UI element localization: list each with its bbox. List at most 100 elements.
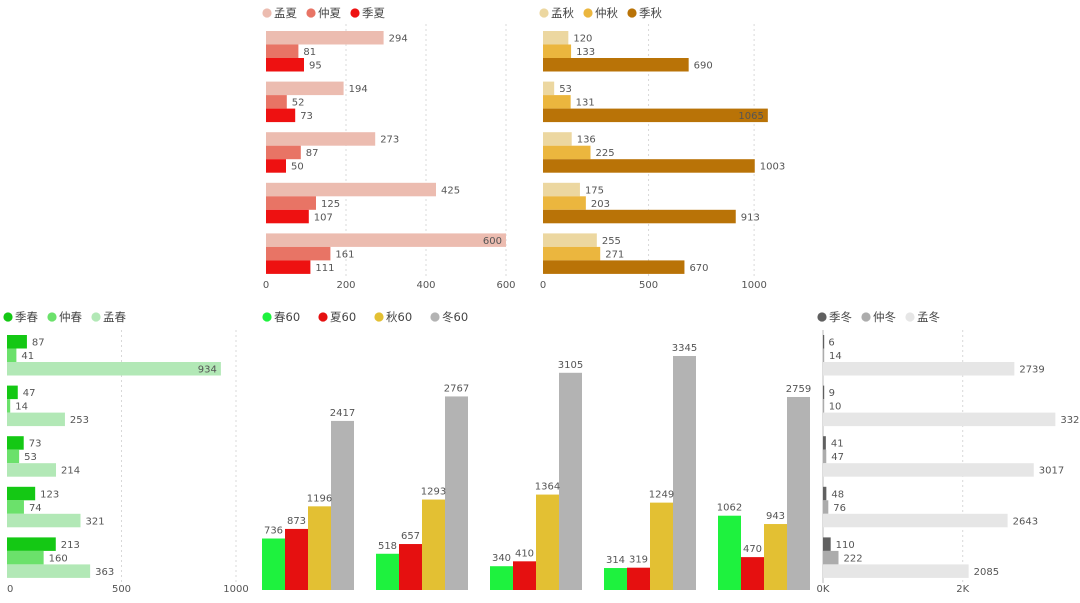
spring-data-label-2-0: 934 bbox=[198, 365, 217, 376]
summer-x-tick-label-2: 400 bbox=[416, 280, 435, 291]
seasons60-data-label-2-1: 1293 bbox=[421, 487, 446, 498]
winter-data-label-2-0: 2739 bbox=[1019, 365, 1044, 376]
autumn-data-label-0-3: 175 bbox=[585, 185, 604, 196]
spring-data-label-0-0: 87 bbox=[32, 338, 45, 349]
spring-bar-1-4 bbox=[7, 550, 44, 565]
spring-bar-2-3 bbox=[7, 513, 81, 528]
autumn-bar-2-4 bbox=[543, 260, 685, 274]
seasons60-bar-0-3 bbox=[604, 568, 627, 590]
summer-bar-0-2 bbox=[266, 132, 376, 146]
summer-data-label-2-4: 111 bbox=[315, 263, 334, 274]
winter-data-label-2-1: 3326 bbox=[1060, 415, 1080, 426]
summer-legend-label-2: 季夏 bbox=[362, 6, 385, 20]
summer-data-label-0-0: 294 bbox=[389, 34, 408, 45]
autumn-legend-marker-0 bbox=[539, 8, 549, 18]
spring-x-tick-label-1: 500 bbox=[112, 584, 131, 595]
summer-bar-1-0 bbox=[266, 44, 299, 58]
winter-legend-marker-1 bbox=[861, 312, 871, 322]
summer-data-label-2-0: 95 bbox=[309, 61, 322, 72]
summer-legend-label-1: 仲夏 bbox=[318, 6, 341, 20]
seasons60-data-label-3-4: 2759 bbox=[786, 384, 811, 395]
autumn-data-label-0-1: 53 bbox=[559, 84, 572, 95]
summer-data-label-0-4: 600 bbox=[483, 236, 502, 247]
seasons60-data-label-2-0: 1196 bbox=[307, 493, 332, 504]
winter-data-label-1-3: 76 bbox=[833, 503, 846, 514]
summer-chart bbox=[266, 24, 507, 278]
winter-data-label-1-0: 14 bbox=[829, 351, 842, 362]
seasons60-bar-0-1 bbox=[376, 553, 399, 590]
winter-bar-0-3 bbox=[823, 486, 827, 501]
spring-data-label-1-1: 14 bbox=[15, 402, 28, 413]
summer-legend-marker-0 bbox=[262, 8, 272, 18]
autumn-data-label-0-0: 120 bbox=[573, 34, 592, 45]
spring-data-label-2-1: 253 bbox=[70, 415, 89, 426]
spring-data-label-0-2: 73 bbox=[29, 439, 42, 450]
winter-data-label-2-2: 3017 bbox=[1039, 466, 1064, 477]
seasons60-data-label-1-3: 319 bbox=[629, 555, 648, 566]
summer-data-label-0-3: 425 bbox=[441, 185, 460, 196]
spring-data-label-2-4: 363 bbox=[95, 567, 114, 578]
autumn-data-label-2-3: 913 bbox=[741, 212, 760, 223]
summer-data-label-2-1: 73 bbox=[300, 111, 313, 122]
summer-data-label-0-2: 273 bbox=[380, 135, 399, 146]
autumn-data-label-1-1: 131 bbox=[576, 98, 595, 109]
winter-bar-1-3 bbox=[823, 500, 829, 514]
spring-bar-0-3 bbox=[7, 486, 36, 501]
seasons60-bar-2-2 bbox=[536, 494, 559, 590]
spring-legend-label-0: 季春 bbox=[15, 310, 38, 324]
winter-bar-1-2 bbox=[823, 449, 827, 464]
seasons60-data-label-1-1: 657 bbox=[401, 531, 420, 542]
autumn-x-tick-label-1: 500 bbox=[639, 280, 658, 291]
summer-x-tick-label-1: 200 bbox=[336, 280, 355, 291]
autumn-legend-label-2: 季秋 bbox=[639, 6, 662, 20]
winter-bar-0-0 bbox=[823, 335, 825, 349]
seasons60-data-label-0-2: 340 bbox=[492, 553, 511, 564]
winter-legend-label-1: 仲冬 bbox=[873, 310, 896, 324]
seasons60-legend-marker-2 bbox=[374, 312, 384, 322]
winter-data-label-2-4: 2085 bbox=[974, 567, 999, 578]
autumn-bar-0-0 bbox=[543, 31, 569, 45]
autumn-data-label-2-1: 1065 bbox=[738, 111, 763, 122]
winter-bar-1-4 bbox=[823, 550, 839, 565]
summer-data-label-2-2: 50 bbox=[291, 162, 304, 173]
winter-bar-0-4 bbox=[823, 537, 831, 551]
winter-bar-2-2 bbox=[823, 463, 1034, 477]
winter-bar-0-2 bbox=[823, 436, 826, 450]
autumn-legend-label-0: 孟秋 bbox=[551, 6, 574, 20]
summer-bar-2-3 bbox=[266, 209, 309, 224]
summer-bar-2-2 bbox=[266, 159, 286, 173]
seasons60-data-label-1-4: 470 bbox=[743, 544, 762, 555]
summer-legend-label-0: 孟夏 bbox=[274, 6, 297, 20]
spring-legend-label-1: 仲春 bbox=[59, 310, 82, 324]
spring-bar-1-0 bbox=[7, 348, 17, 362]
seasons60-bar-1-2 bbox=[513, 561, 536, 590]
seasons60-bar-2-4 bbox=[764, 524, 787, 590]
seasons60-data-label-2-3: 1249 bbox=[649, 490, 674, 501]
autumn-bar-0-4 bbox=[543, 233, 597, 247]
seasons60-legend-label-1: 夏60 bbox=[330, 310, 356, 324]
seasons60-data-label-3-3: 3345 bbox=[672, 343, 697, 354]
spring-bar-0-2 bbox=[7, 436, 24, 450]
autumn-data-label-2-2: 1003 bbox=[760, 162, 785, 173]
winter-legend-label-0: 季冬 bbox=[829, 310, 852, 324]
spring-bar-1-3 bbox=[7, 500, 24, 514]
autumn-data-label-0-2: 136 bbox=[577, 135, 596, 146]
winter-data-label-1-4: 222 bbox=[844, 553, 863, 564]
seasons60-data-label-0-3: 314 bbox=[606, 555, 625, 566]
spring-legend-label-2: 孟春 bbox=[103, 310, 126, 324]
summer-x-tick-label-0: 0 bbox=[263, 280, 269, 291]
summer-bar-0-0 bbox=[266, 31, 384, 45]
seasons60-bar-1-3 bbox=[627, 567, 650, 590]
seasons60-chart bbox=[262, 356, 810, 590]
spring-bar-0-1 bbox=[7, 385, 18, 400]
spring-bar-0-0 bbox=[7, 335, 27, 349]
winter-chart bbox=[822, 330, 1056, 583]
summer-data-label-1-1: 52 bbox=[292, 98, 305, 109]
spring-data-label-0-4: 213 bbox=[61, 540, 80, 551]
seasons60-bar-1-4 bbox=[741, 557, 764, 590]
seasons60-data-label-2-4: 943 bbox=[766, 511, 785, 522]
spring-bar-1-1 bbox=[7, 399, 11, 413]
seasons60-data-label-0-4: 1062 bbox=[717, 503, 742, 514]
autumn-bar-2-1 bbox=[543, 108, 768, 123]
summer-legend-marker-1 bbox=[306, 8, 316, 18]
